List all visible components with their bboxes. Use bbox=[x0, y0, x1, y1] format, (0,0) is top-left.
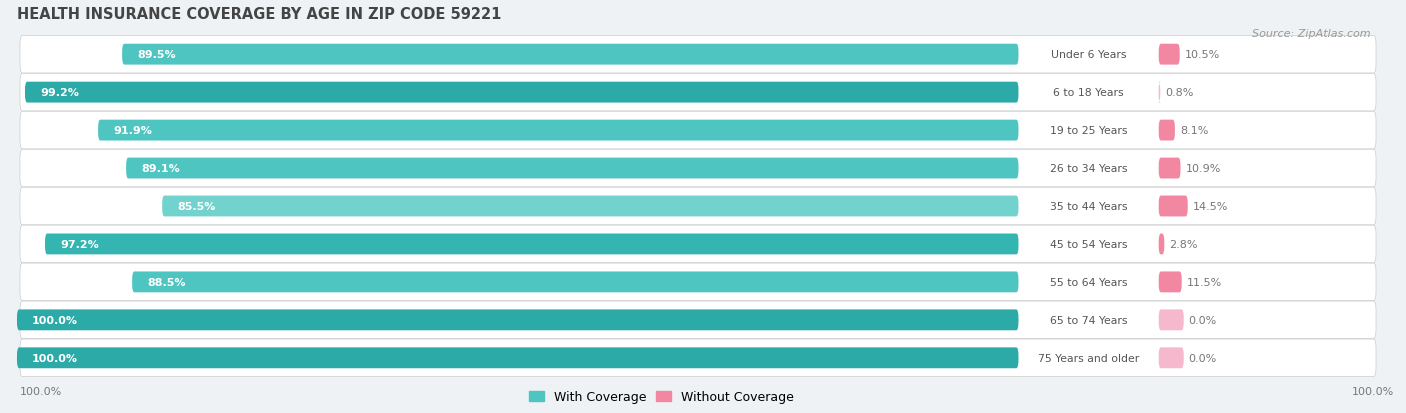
Text: 85.5%: 85.5% bbox=[177, 202, 215, 211]
Text: Under 6 Years: Under 6 Years bbox=[1050, 50, 1126, 60]
FancyBboxPatch shape bbox=[1022, 234, 1156, 255]
FancyBboxPatch shape bbox=[20, 36, 1376, 74]
FancyBboxPatch shape bbox=[45, 234, 1018, 255]
Text: 99.2%: 99.2% bbox=[39, 88, 79, 98]
FancyBboxPatch shape bbox=[1022, 83, 1156, 103]
FancyBboxPatch shape bbox=[20, 225, 1376, 263]
FancyBboxPatch shape bbox=[1159, 272, 1181, 293]
FancyBboxPatch shape bbox=[1159, 45, 1180, 65]
FancyBboxPatch shape bbox=[20, 339, 1376, 377]
Text: 100.0%: 100.0% bbox=[32, 315, 77, 325]
Text: 0.0%: 0.0% bbox=[1188, 353, 1218, 363]
FancyBboxPatch shape bbox=[25, 83, 1018, 103]
FancyBboxPatch shape bbox=[1022, 45, 1156, 65]
Text: 89.1%: 89.1% bbox=[141, 164, 180, 173]
FancyBboxPatch shape bbox=[17, 310, 1018, 330]
FancyBboxPatch shape bbox=[20, 150, 1376, 188]
FancyBboxPatch shape bbox=[1022, 120, 1156, 141]
Text: 100.0%: 100.0% bbox=[1351, 386, 1393, 396]
FancyBboxPatch shape bbox=[1022, 347, 1156, 368]
FancyBboxPatch shape bbox=[1159, 83, 1161, 103]
FancyBboxPatch shape bbox=[1022, 158, 1156, 179]
Text: 26 to 34 Years: 26 to 34 Years bbox=[1050, 164, 1128, 173]
Text: 10.5%: 10.5% bbox=[1185, 50, 1220, 60]
Text: 10.9%: 10.9% bbox=[1185, 164, 1220, 173]
Text: 65 to 74 Years: 65 to 74 Years bbox=[1050, 315, 1128, 325]
FancyBboxPatch shape bbox=[127, 158, 1018, 179]
FancyBboxPatch shape bbox=[1159, 158, 1181, 179]
Text: 11.5%: 11.5% bbox=[1187, 277, 1222, 287]
FancyBboxPatch shape bbox=[17, 347, 1018, 368]
FancyBboxPatch shape bbox=[1159, 347, 1184, 368]
Text: 14.5%: 14.5% bbox=[1192, 202, 1227, 211]
FancyBboxPatch shape bbox=[20, 263, 1376, 301]
Legend: With Coverage, Without Coverage: With Coverage, Without Coverage bbox=[523, 385, 799, 408]
Text: 75 Years and older: 75 Years and older bbox=[1038, 353, 1139, 363]
FancyBboxPatch shape bbox=[1159, 120, 1175, 141]
FancyBboxPatch shape bbox=[1159, 196, 1188, 217]
Text: 2.8%: 2.8% bbox=[1170, 240, 1198, 249]
Text: 89.5%: 89.5% bbox=[138, 50, 176, 60]
Text: 0.0%: 0.0% bbox=[1188, 315, 1218, 325]
FancyBboxPatch shape bbox=[1159, 310, 1184, 330]
FancyBboxPatch shape bbox=[1022, 310, 1156, 330]
Text: 0.8%: 0.8% bbox=[1166, 88, 1194, 98]
Text: 88.5%: 88.5% bbox=[148, 277, 186, 287]
Text: 45 to 54 Years: 45 to 54 Years bbox=[1050, 240, 1128, 249]
Text: 35 to 44 Years: 35 to 44 Years bbox=[1050, 202, 1128, 211]
Text: 91.9%: 91.9% bbox=[112, 126, 152, 136]
Text: 100.0%: 100.0% bbox=[20, 386, 62, 396]
FancyBboxPatch shape bbox=[1159, 234, 1164, 255]
FancyBboxPatch shape bbox=[20, 301, 1376, 339]
FancyBboxPatch shape bbox=[1022, 196, 1156, 217]
FancyBboxPatch shape bbox=[20, 74, 1376, 112]
FancyBboxPatch shape bbox=[1022, 272, 1156, 293]
Text: 8.1%: 8.1% bbox=[1180, 126, 1208, 136]
Text: 19 to 25 Years: 19 to 25 Years bbox=[1050, 126, 1128, 136]
FancyBboxPatch shape bbox=[98, 120, 1018, 141]
FancyBboxPatch shape bbox=[20, 112, 1376, 150]
FancyBboxPatch shape bbox=[20, 188, 1376, 225]
Text: 100.0%: 100.0% bbox=[32, 353, 77, 363]
Text: HEALTH INSURANCE COVERAGE BY AGE IN ZIP CODE 59221: HEALTH INSURANCE COVERAGE BY AGE IN ZIP … bbox=[17, 7, 502, 22]
Text: 97.2%: 97.2% bbox=[60, 240, 98, 249]
Text: 55 to 64 Years: 55 to 64 Years bbox=[1050, 277, 1128, 287]
FancyBboxPatch shape bbox=[132, 272, 1018, 293]
Text: Source: ZipAtlas.com: Source: ZipAtlas.com bbox=[1253, 29, 1371, 39]
FancyBboxPatch shape bbox=[162, 196, 1018, 217]
FancyBboxPatch shape bbox=[122, 45, 1018, 65]
Text: 6 to 18 Years: 6 to 18 Years bbox=[1053, 88, 1123, 98]
